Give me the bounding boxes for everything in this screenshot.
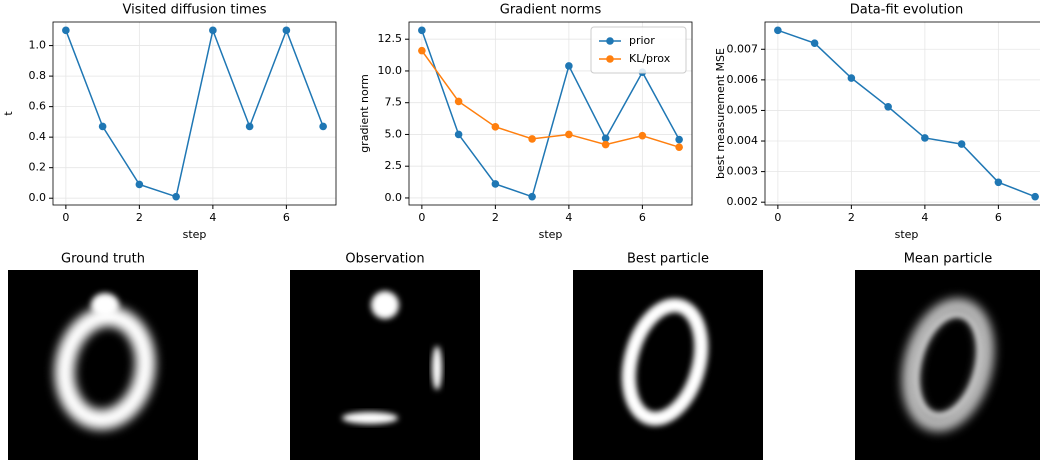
point <box>602 141 610 149</box>
y-tick-label: 10.0 <box>378 64 403 77</box>
chart-title: Visited diffusion times <box>123 3 267 18</box>
y-tick-label: 0.6 <box>29 100 47 113</box>
x-tick-label: 6 <box>283 211 290 224</box>
y-tick-label: 7.5 <box>385 96 403 109</box>
x-axis-label: step <box>895 228 919 241</box>
y-axis-label: t <box>2 111 15 116</box>
y-tick-label: 0.4 <box>29 130 47 143</box>
y-tick-label: 0.006 <box>727 73 759 86</box>
y-tick-label: 5.0 <box>385 127 403 140</box>
y-tick-label: 0.8 <box>29 69 47 82</box>
point <box>639 132 647 140</box>
y-tick-label: 0.003 <box>727 165 759 178</box>
legend-swatch <box>606 37 614 45</box>
x-tick-label: 4 <box>921 211 928 224</box>
point <box>884 103 892 111</box>
x-tick-label: 6 <box>639 211 646 224</box>
x-tick-label: 0 <box>62 211 69 224</box>
point <box>209 27 217 35</box>
y-tick-label: 1.0 <box>29 39 47 52</box>
point <box>848 74 856 82</box>
point <box>528 135 536 143</box>
point <box>774 27 782 35</box>
point <box>528 193 536 201</box>
x-axis-label: step <box>539 228 563 241</box>
point <box>246 123 254 131</box>
series-line <box>66 30 323 196</box>
point <box>811 39 819 47</box>
point <box>492 123 500 131</box>
point <box>62 27 70 35</box>
y-tick-label: 0.002 <box>727 195 759 208</box>
x-tick-label: 4 <box>565 211 572 224</box>
x-tick-label: 2 <box>492 211 499 224</box>
image-title: Best particle <box>627 252 709 267</box>
y-tick-label: 0.004 <box>727 134 759 147</box>
point <box>455 98 463 106</box>
image-observation <box>290 270 480 460</box>
point <box>283 27 291 35</box>
y-tick-label: 0.007 <box>727 42 759 55</box>
y-tick-label: 0.0 <box>385 191 403 204</box>
point <box>995 179 1003 187</box>
chart-title: Data-fit evolution <box>850 3 964 18</box>
x-tick-label: 2 <box>136 211 143 224</box>
y-tick-label: 0.005 <box>727 103 759 116</box>
y-axis-label: gradient norm <box>358 74 371 153</box>
y-tick-label: 0.0 <box>29 191 47 204</box>
point <box>319 123 327 131</box>
point <box>455 131 463 139</box>
legend-label: KL/prox <box>629 52 671 65</box>
figure: Ground truth Observation Best particle M… <box>0 0 1040 466</box>
legend-swatch <box>606 55 614 63</box>
x-axis-label: step <box>183 228 207 241</box>
point <box>921 134 929 142</box>
point <box>565 131 573 139</box>
y-tick-label: 2.5 <box>385 159 403 172</box>
point <box>418 27 426 35</box>
point <box>565 62 573 70</box>
point <box>136 181 144 189</box>
image-mean-particle <box>855 270 1040 460</box>
point <box>958 140 966 148</box>
x-tick-label: 4 <box>209 211 216 224</box>
image-title: Mean particle <box>904 252 993 267</box>
y-tick-label: 0.2 <box>29 161 47 174</box>
image-best-particle <box>573 270 763 460</box>
image-ground-truth <box>8 270 198 460</box>
x-tick-label: 0 <box>774 211 781 224</box>
legend-label: prior <box>629 34 655 47</box>
point <box>675 143 683 151</box>
point <box>172 193 180 201</box>
image-title: Observation <box>345 252 424 267</box>
y-tick-label: 12.5 <box>378 32 403 45</box>
image-title: Ground truth <box>61 252 145 267</box>
x-tick-label: 0 <box>418 211 425 224</box>
chart-title: Gradient norms <box>500 3 602 18</box>
point <box>1031 193 1039 201</box>
x-tick-label: 6 <box>995 211 1002 224</box>
point <box>492 180 500 188</box>
point <box>99 123 107 131</box>
y-axis-label: best measurement MSE <box>714 48 727 179</box>
point <box>675 136 683 144</box>
x-tick-label: 2 <box>848 211 855 224</box>
point <box>418 47 426 55</box>
